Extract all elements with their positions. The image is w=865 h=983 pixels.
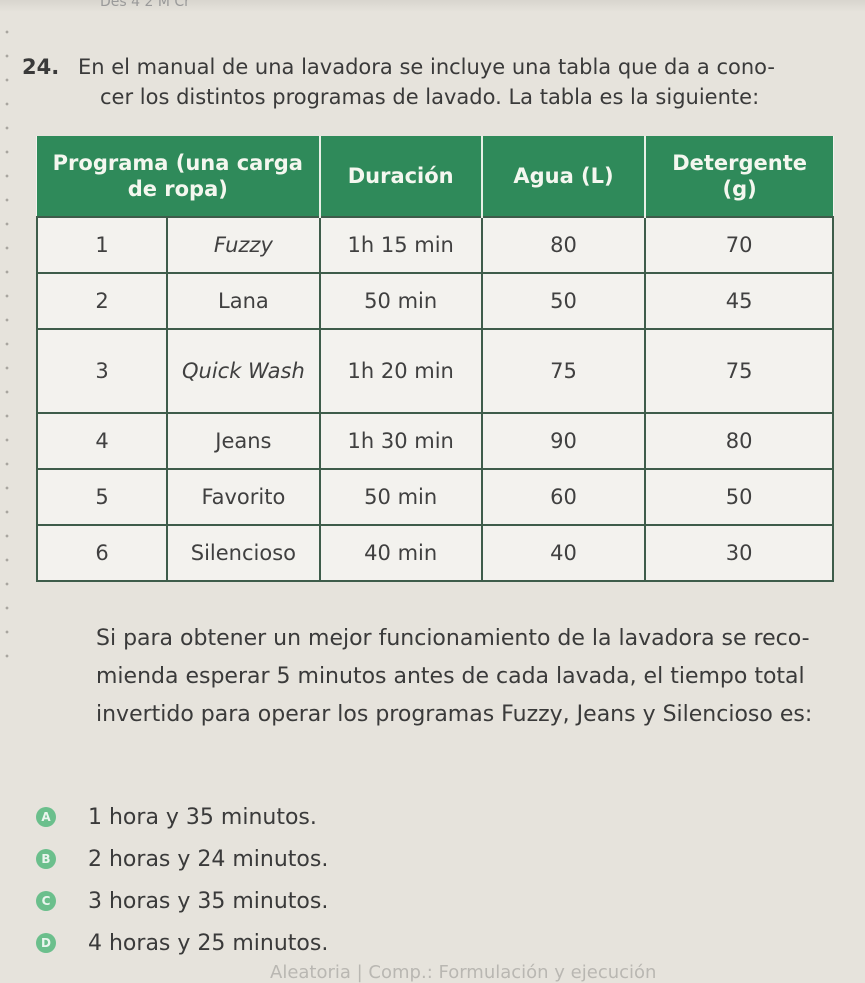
- program-duration: 1h 20 min: [318, 328, 483, 414]
- question-line-1: En el manual de una lavadora se incluye …: [78, 55, 775, 79]
- program-number: 2: [35, 272, 169, 330]
- program-detergent: 45: [644, 272, 834, 330]
- problem-paragraph: Si para obtener un mejor funcionamiento …: [96, 626, 813, 727]
- table-row: 4 Jeans 1h 30 min 90 80: [35, 412, 834, 470]
- table-row: 3 Quick Wash 1h 20 min 75 75: [35, 328, 834, 414]
- option-letter-badge: A: [36, 807, 56, 827]
- program-detergent: 70: [644, 216, 834, 274]
- question-number: 24.: [22, 55, 60, 79]
- option-text: 1 hora y 35 minutos.: [88, 804, 317, 830]
- option-c[interactable]: C 3 horas y 35 minutos.: [36, 880, 328, 922]
- answer-options: A 1 hora y 35 minutos. B 2 horas y 24 mi…: [36, 796, 328, 964]
- binding-dots: [4, 20, 10, 660]
- option-b[interactable]: B 2 horas y 24 minutos.: [36, 838, 328, 880]
- page-top-shadow: [0, 0, 865, 12]
- program-water: 75: [480, 328, 647, 414]
- program-water: 90: [480, 412, 647, 470]
- program-name: Silencioso: [166, 524, 321, 582]
- question-line-2: cer los distintos programas de lavado. L…: [100, 85, 760, 109]
- program-name: Fuzzy: [166, 216, 321, 274]
- program-duration: 40 min: [318, 524, 483, 582]
- program-duration: 1h 15 min: [318, 216, 483, 274]
- program-number: 5: [35, 468, 169, 526]
- option-d[interactable]: D 4 horas y 25 minutos.: [36, 922, 328, 964]
- program-water: 80: [480, 216, 647, 274]
- program-duration: 1h 30 min: [318, 412, 483, 470]
- program-name: Lana: [166, 272, 321, 330]
- wash-programs-table: Programa (una carga de ropa) Duración Ag…: [35, 136, 834, 582]
- program-water: 50: [480, 272, 647, 330]
- header-programa: Programa (una carga de ropa): [37, 136, 321, 217]
- option-letter-badge: C: [36, 891, 56, 911]
- option-letter-badge: D: [36, 933, 56, 953]
- program-detergent: 50: [644, 468, 834, 526]
- program-duration: 50 min: [318, 468, 483, 526]
- program-number: 3: [35, 328, 169, 414]
- option-text: 4 horas y 25 minutos.: [88, 930, 329, 956]
- program-number: 6: [35, 524, 169, 582]
- table-row: 1 Fuzzy 1h 15 min 80 70: [35, 216, 834, 274]
- page-header-fragment: Des 4 2 M Cr: [100, 0, 190, 10]
- program-detergent: 80: [644, 412, 834, 470]
- program-detergent: 30: [644, 524, 834, 582]
- header-agua: Agua (L): [481, 136, 647, 217]
- option-a[interactable]: A 1 hora y 35 minutos.: [36, 796, 328, 838]
- header-detergente: Detergente (g): [645, 136, 833, 217]
- header-duracion: Duración: [319, 136, 483, 217]
- program-name: Jeans: [166, 412, 321, 470]
- program-detergent: 75: [644, 328, 834, 414]
- program-duration: 50 min: [318, 272, 483, 330]
- program-number: 4: [35, 412, 169, 470]
- page-footer: Aleatoria | Comp.: Formulación y ejecuci…: [270, 962, 657, 983]
- program-name: Quick Wash: [166, 328, 321, 414]
- program-water: 40: [480, 524, 647, 582]
- option-text: 3 horas y 35 minutos.: [88, 888, 329, 914]
- program-number: 1: [35, 216, 169, 274]
- table-row: 6 Silencioso 40 min 40 30: [35, 524, 834, 582]
- table-row: 5 Favorito 50 min 60 50: [35, 468, 834, 526]
- table-row: 2 Lana 50 min 50 45: [35, 272, 834, 330]
- table-header-row: Programa (una carga de ropa) Duración Ag…: [37, 136, 833, 217]
- program-name: Favorito: [166, 468, 321, 526]
- option-text: 2 horas y 24 minutos.: [88, 846, 329, 872]
- option-letter-badge: B: [36, 849, 56, 869]
- question-statement: 24. En el manual de una lavadora se inclu…: [22, 52, 852, 112]
- program-water: 60: [480, 468, 647, 526]
